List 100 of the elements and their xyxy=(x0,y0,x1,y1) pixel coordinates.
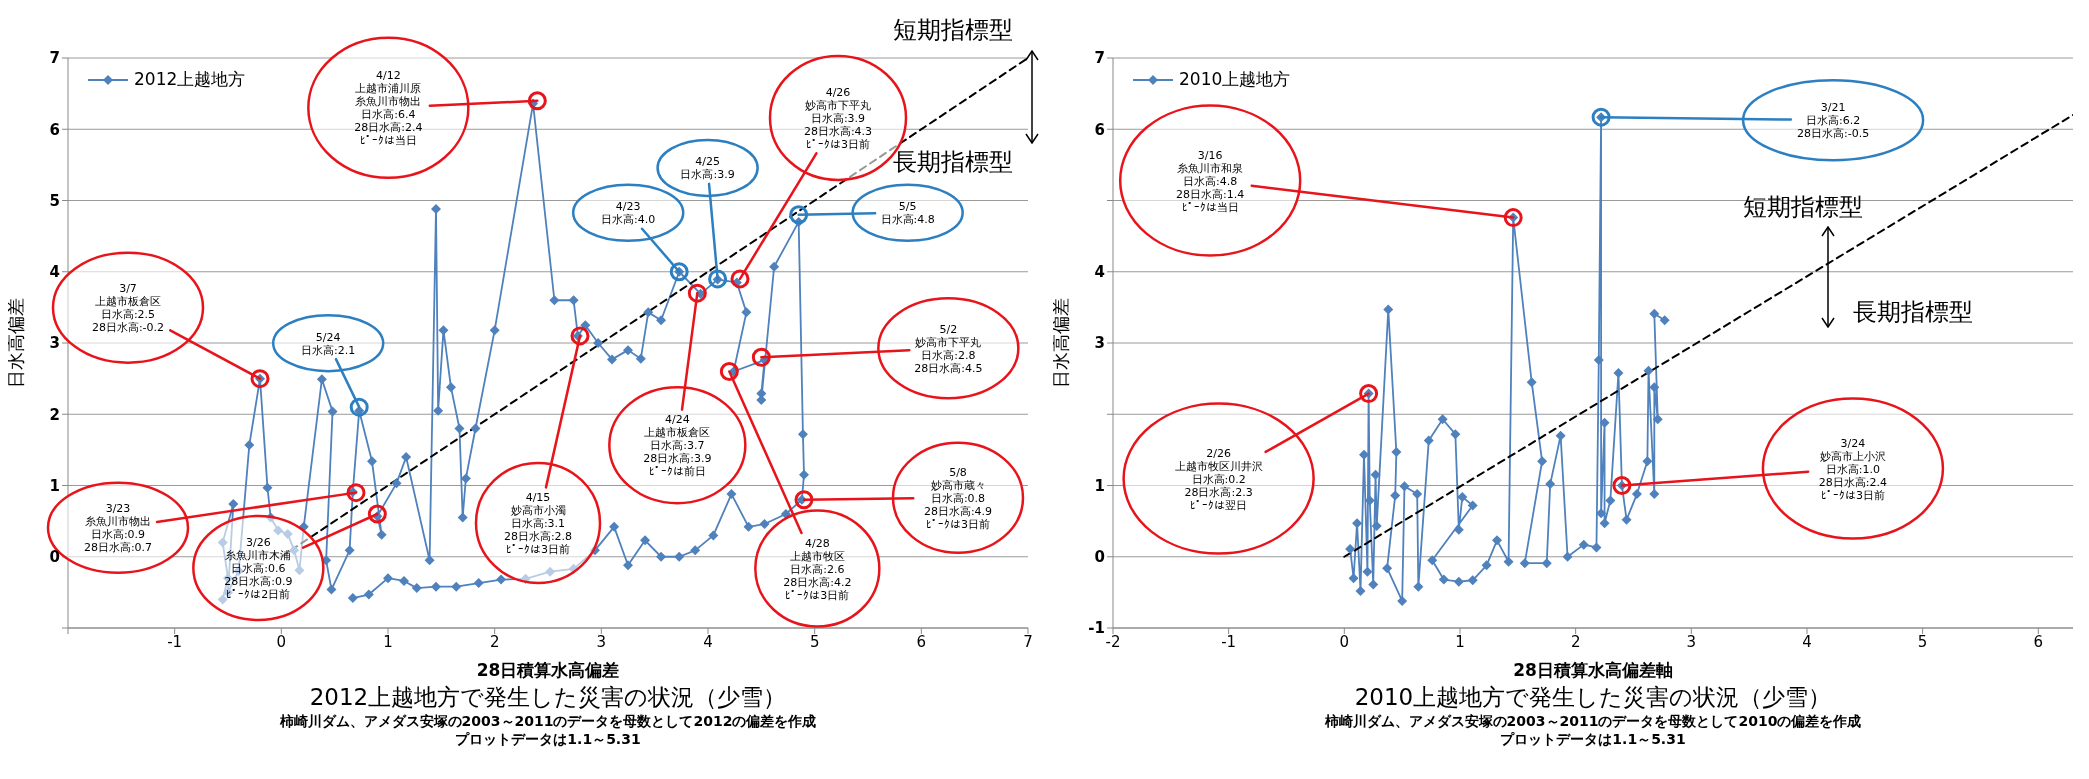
point xyxy=(1605,495,1616,506)
x-tick-label: 6 xyxy=(916,632,927,651)
point xyxy=(1503,556,1514,567)
point xyxy=(1659,315,1670,326)
point xyxy=(1438,574,1449,585)
annotation: 長期指標型 xyxy=(1853,298,1973,326)
x-tick-label: 1 xyxy=(383,632,393,651)
point xyxy=(1613,367,1624,378)
point xyxy=(1437,414,1448,425)
point xyxy=(1519,558,1530,569)
y-axis-title: 日水高偏差 xyxy=(1050,298,1072,388)
point xyxy=(1348,573,1359,584)
x-tick-label: 7 xyxy=(1023,632,1033,651)
annotation: 5/5 日水高:4.8 xyxy=(880,200,935,227)
point xyxy=(1599,518,1610,529)
text: 短期指標型 xyxy=(893,16,1013,44)
x-tick-label: 0 xyxy=(276,632,287,651)
x-tick-label: -1 xyxy=(1221,632,1237,651)
point xyxy=(1371,521,1382,532)
point xyxy=(1397,595,1408,606)
point xyxy=(1596,508,1607,519)
point xyxy=(1593,355,1604,366)
legend-label: 2010上越地方 xyxy=(1179,68,1291,91)
x-tick-label: 4 xyxy=(703,632,713,651)
x-tick-label: 2 xyxy=(1570,632,1581,651)
point xyxy=(1652,414,1663,425)
annotation: 5/2 妙高市下平丸日水高:2.8 28日水高:4.5 xyxy=(914,322,983,375)
point xyxy=(1599,417,1610,428)
x-tick-label: 0 xyxy=(1339,632,1350,651)
point xyxy=(1642,456,1653,467)
point xyxy=(1362,566,1373,577)
point xyxy=(1555,430,1566,441)
annotation: 3/21 日水高:6.2 28日水高:-0.5 xyxy=(1797,101,1870,141)
y-tick-label: 6 xyxy=(49,120,60,139)
y-tick-label: 3 xyxy=(1094,334,1105,353)
text: 柿崎川ダム、アメダス安塚の2003～2011のデータを母数として2012の偏差を作成 xyxy=(278,712,818,730)
annotation: 3/26 糸魚川市木浦日水高:0.6 28日水高:0.9 ﾋﾟｰｸは2日前 xyxy=(224,536,293,601)
y-tick-label: -1 xyxy=(1088,619,1105,638)
point xyxy=(1467,575,1478,586)
point xyxy=(1399,481,1410,492)
y-tick-label: 1 xyxy=(49,476,60,495)
point xyxy=(1562,551,1573,562)
annotation: 4/12 上越市浦川原糸魚川市物出日水高:6.4 28日水高:2.4 ﾋﾟｰｸは当日 xyxy=(354,69,423,148)
y-tick-label: 4 xyxy=(49,263,60,282)
x-tick-label: 3 xyxy=(596,632,607,651)
text: 柿崎川ダム、アメダス安塚の2003～2011のデータを母数として2010の偏差を作成 xyxy=(1323,712,1863,730)
annotation: 5/24 日水高:2.1 xyxy=(301,330,356,357)
annotation: 4/23 日水高:4.0 xyxy=(601,200,656,227)
y-tick-label: 0 xyxy=(49,548,60,567)
point xyxy=(1352,518,1363,529)
point xyxy=(1355,585,1366,596)
annotation: 4/26 妙高市下平丸日水高:3.9 28日水高:4.3 ﾋﾟｰｸは3日前 xyxy=(803,85,873,151)
y-tick-label: 1 xyxy=(1094,476,1105,495)
point xyxy=(1457,491,1468,502)
x-tick-label: 4 xyxy=(1802,632,1812,651)
annotation: 4/28 上越市牧区日水高:2.6 28日水高:4.2 ﾋﾟｰｸは3日前 xyxy=(783,536,852,602)
point xyxy=(1578,539,1589,550)
point xyxy=(1453,576,1464,587)
annotation: 4/25 日水高:3.9 xyxy=(680,155,735,182)
point xyxy=(1537,456,1548,467)
point xyxy=(1591,542,1602,553)
x-tick-label: 5 xyxy=(1917,632,1928,651)
text: 2010上越地方で発生した災害の状況（少雪） xyxy=(1353,683,1833,712)
x-tick-label: 3 xyxy=(1686,632,1697,651)
y-tick-label: 0 xyxy=(1094,548,1105,567)
point xyxy=(1481,560,1492,571)
point xyxy=(1467,500,1478,511)
annotation: 4/24 上越市板倉区日水高:3.7 28日水高:3.9 ﾋﾟｰｸは前日 xyxy=(643,413,712,479)
text: プロットデータは1.1～5.31 xyxy=(454,730,642,748)
point xyxy=(1526,377,1537,388)
x-axis-title: 28日積算水高偏差 xyxy=(475,659,621,682)
point xyxy=(1545,479,1556,490)
y-axis-title: 日水高偏差 xyxy=(5,298,27,388)
x-tick-label: 1 xyxy=(1455,632,1465,651)
annotation: 5/8 妙高市蔵々日水高:0.8 28日水高:4.9 ﾋﾟｰｸは3日前 xyxy=(923,465,993,531)
x-tick-label: -2 xyxy=(1105,632,1121,651)
y-tick-label: 3 xyxy=(49,334,60,353)
point xyxy=(1427,555,1438,566)
point xyxy=(1649,308,1660,319)
point xyxy=(1621,514,1632,525)
point xyxy=(1649,382,1660,393)
point xyxy=(1345,543,1356,554)
y-tick-label: 7 xyxy=(49,49,60,68)
y-tick-label: 6 xyxy=(1094,120,1105,139)
y-tick-label: 4 xyxy=(1094,263,1105,282)
x-tick-label: 6 xyxy=(2033,632,2044,651)
point xyxy=(1450,429,1461,440)
x-tick-label: 5 xyxy=(809,632,820,651)
point xyxy=(1413,581,1424,592)
annotation: 4/15 妙高市小濁日水高:3.1 28日水高:2.8 ﾋﾟｰｸは3日前 xyxy=(503,490,573,556)
x-axis-title: 28日積算水高偏差軸 xyxy=(1512,659,1674,682)
point xyxy=(1541,558,1552,569)
text: プロットデータは1.1～5.31 xyxy=(1499,730,1687,748)
y-tick-label: 7 xyxy=(1094,49,1105,68)
y-tick-label: 2 xyxy=(49,405,60,424)
annotation: 3/24 妙高市上小沢日水高:1.0 28日水高:2.4 ﾋﾟｰｸは3日前 xyxy=(1818,436,1888,502)
point xyxy=(1391,447,1402,458)
x-tick-label: 2 xyxy=(489,632,500,651)
x-tick-label: -1 xyxy=(167,632,183,651)
text: 2012上越地方で発生した災害の状況（少雪） xyxy=(308,683,788,712)
